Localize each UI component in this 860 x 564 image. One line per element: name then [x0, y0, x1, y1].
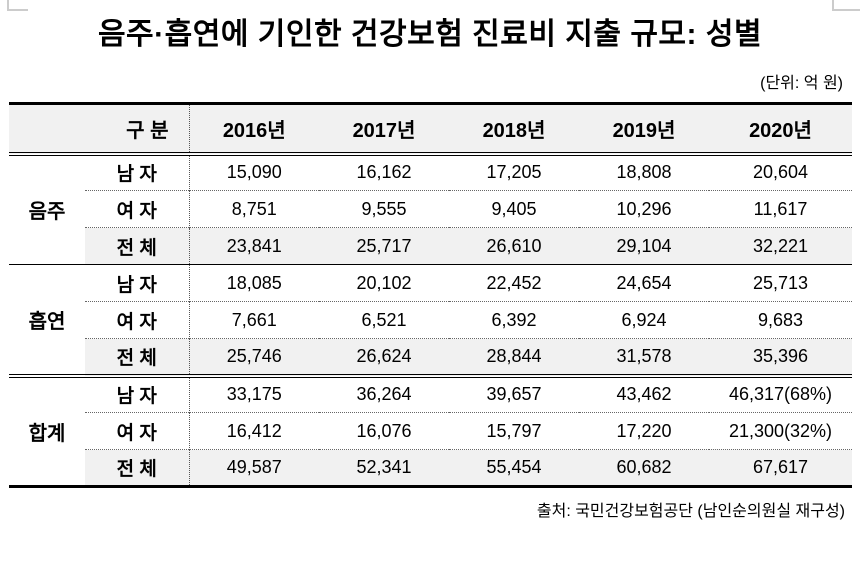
- row-label-female: 여 자: [85, 190, 190, 228]
- cell-value: 20,102: [319, 264, 450, 302]
- table-row-drinking-total: 전 체 23,841 25,717 26,610 29,104 32,221: [9, 227, 853, 265]
- table-row-sum-male: 합계 남 자 33,175 36,264 39,657 43,462 46,31…: [9, 373, 853, 487]
- cell-value: 60,682: [579, 449, 710, 487]
- cell-value: 43,462: [579, 373, 710, 413]
- column-header-2017: 2017년: [319, 103, 450, 156]
- table-row-smoking-female: 여 자 7,661 6,521 6,392 6,924 9,683: [9, 301, 853, 339]
- row-label-female: 여 자: [85, 301, 190, 339]
- cell-value: 52,341: [319, 449, 450, 487]
- cell-value: 31,578: [579, 338, 710, 376]
- cell-value: 67,617: [709, 449, 853, 487]
- column-header-2020: 2020년: [709, 103, 853, 156]
- cell-value: 26,610: [449, 227, 580, 265]
- table-row-drinking-male: 음주 남 자 15,090 16,162 17,205 18,808 20,60…: [9, 153, 852, 265]
- row-label-male: 남 자: [85, 153, 190, 191]
- header-row: 구 분 2016년 2017년 2018년 2019년 2020년: [9, 103, 853, 156]
- row-label-total: 전 체: [85, 338, 190, 376]
- source-note: 출처: 국민건강보험공단 (남인순의원실 재구성): [536, 503, 845, 520]
- cell-value: 55,454: [449, 449, 580, 487]
- cell-value: 25,746: [189, 338, 320, 376]
- expense-table: 구 분 2016년 2017년 2018년 2019년 2020년 음주 남 자…: [9, 102, 853, 488]
- group-label-smoking: 흡연: [9, 264, 85, 376]
- cell-value: 49,587: [189, 449, 320, 487]
- row-label-male: 남 자: [85, 373, 190, 413]
- cell-value: 9,683: [709, 301, 853, 339]
- cell-value: 9,555: [319, 190, 450, 228]
- cell-value: 6,521: [319, 301, 450, 339]
- cell-value: 29,104: [579, 227, 710, 265]
- crop-corner-mark-right: [832, 0, 860, 11]
- column-header-2018: 2018년: [449, 103, 580, 156]
- cell-value: 28,844: [449, 338, 580, 376]
- table-row-smoking-total: 전 체 25,746 26,624 28,844 31,578 35,396: [9, 338, 853, 376]
- cell-value: 46,317(68%): [709, 373, 853, 413]
- table-row-sum-total: 전 체 49,587 52,341 55,454 60,682 67,617: [9, 449, 853, 487]
- cell-value: 18,808: [616, 162, 672, 183]
- cell-value: 32,221: [709, 227, 853, 265]
- cell-value: 7,661: [189, 301, 320, 339]
- cell-value: 22,452: [449, 264, 580, 302]
- table-row-smoking-male: 흡연 남 자 18,085 20,102 22,452 24,654 25,71…: [9, 264, 853, 376]
- row-label-total: 전 체: [85, 227, 190, 265]
- table-row-drinking-female: 여 자 8,751 9,555 9,405 10,296 11,617: [9, 190, 853, 228]
- cell-value: 23,841: [189, 227, 320, 265]
- cell-value: 16,076: [319, 412, 450, 450]
- cell-value: 24,654: [579, 264, 710, 302]
- cell-value: 25,713: [709, 264, 853, 302]
- cell-value: 25,717: [319, 227, 450, 265]
- cell-value: 33,175: [189, 373, 320, 413]
- cell-value: 6,392: [449, 301, 580, 339]
- cell-value: 18,085: [189, 264, 320, 302]
- row-label-male: 남 자: [85, 264, 190, 302]
- page-title: 음주·흡연에 기인한 건강보험 진료비 지출 규모: 성별: [97, 18, 763, 51]
- row-label-female: 여 자: [85, 412, 190, 450]
- group-label-sum: 합계: [9, 373, 85, 487]
- crop-corner-mark-left: [7, 0, 28, 11]
- cell-value: 17,220: [579, 412, 710, 450]
- cell-value: 17,205: [486, 162, 542, 183]
- cell-value: 15,090: [226, 162, 282, 183]
- cell-value: 21,300(32%): [709, 412, 853, 450]
- cell-value: 15,797: [449, 412, 580, 450]
- group-label-drinking: 음주: [9, 153, 85, 265]
- cell-value: 16,412: [189, 412, 320, 450]
- unit-note: (단위: 억 원): [760, 75, 843, 92]
- cell-value: 35,396: [709, 338, 853, 376]
- cell-value: 8,751: [189, 190, 320, 228]
- column-header-2019: 2019년: [579, 103, 710, 156]
- row-label-total: 전 체: [85, 449, 190, 487]
- cell-value: 16,162: [356, 162, 412, 183]
- cell-value: 6,924: [579, 301, 710, 339]
- cell-value: 11,617: [709, 190, 853, 228]
- cell-value: 26,624: [319, 338, 450, 376]
- cell-value: 20,604: [752, 162, 809, 183]
- column-header-category: 구 분: [9, 103, 190, 156]
- cell-value: 9,405: [449, 190, 580, 228]
- table-row-sum-female: 여 자 16,412 16,076 15,797 17,220 21,300(3…: [9, 412, 853, 450]
- cell-value: 39,657: [449, 373, 580, 413]
- column-header-2016: 2016년: [189, 103, 320, 156]
- cell-value: 36,264: [319, 373, 450, 413]
- cell-value: 10,296: [579, 190, 710, 228]
